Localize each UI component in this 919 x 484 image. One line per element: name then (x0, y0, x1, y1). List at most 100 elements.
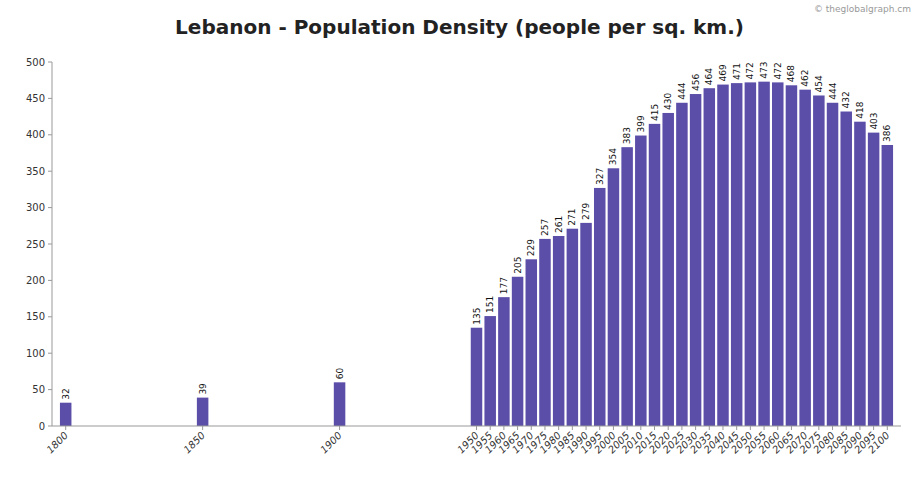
data-label: 472 (745, 62, 755, 79)
y-tick-label: 50 (32, 384, 45, 395)
data-label: 469 (718, 64, 728, 81)
bar (594, 188, 606, 426)
bar (553, 236, 565, 426)
y-tick (48, 134, 52, 135)
y-tick (48, 171, 52, 172)
bar (649, 124, 661, 426)
x-tick (764, 426, 765, 430)
x-tick (339, 426, 340, 430)
x-tick (627, 426, 628, 430)
x-tick (613, 426, 614, 430)
bar (690, 94, 702, 426)
data-label: 383 (622, 127, 632, 144)
y-tick-label: 150 (26, 311, 45, 322)
data-label: 271 (567, 209, 577, 226)
y-tick (48, 389, 52, 390)
y-tick (48, 98, 52, 99)
data-label: 279 (581, 202, 591, 219)
y-tick-label: 200 (26, 275, 45, 286)
data-label: 151 (485, 296, 495, 313)
x-tick (887, 426, 888, 430)
x-tick (873, 426, 874, 430)
bar (813, 95, 825, 426)
bar (827, 103, 839, 426)
data-label: 471 (732, 63, 742, 80)
bar (854, 122, 866, 426)
data-label: 257 (540, 219, 550, 236)
x-tick (832, 426, 833, 430)
x-tick (558, 426, 559, 430)
bar (608, 168, 620, 426)
bar (621, 147, 633, 426)
bar (840, 112, 852, 426)
bar (731, 83, 743, 426)
x-tick-label: 2100 (866, 430, 892, 456)
x-tick (503, 426, 504, 430)
bar (484, 316, 496, 426)
x-tick (65, 426, 66, 430)
x-tick (531, 426, 532, 430)
data-label: 468 (786, 65, 796, 82)
y-tick (48, 316, 52, 317)
y-tick (48, 62, 52, 63)
y-tick-label: 500 (26, 57, 45, 68)
data-label: 415 (650, 104, 660, 121)
y-tick-label: 400 (26, 129, 45, 140)
x-tick (202, 426, 203, 430)
x-tick (640, 426, 641, 430)
x-tick (586, 426, 587, 430)
data-label: 444 (828, 82, 838, 99)
y-tick-label: 250 (26, 239, 45, 250)
bars (60, 82, 893, 426)
data-label: 454 (814, 75, 824, 92)
bar (745, 82, 757, 426)
x-tick (818, 426, 819, 430)
bar (60, 403, 72, 426)
y-tick-label: 0 (39, 421, 45, 432)
y-tick (48, 426, 52, 427)
data-label: 135 (472, 308, 482, 325)
x-tick (791, 426, 792, 430)
x-tick (846, 426, 847, 430)
data-label: 354 (608, 148, 618, 165)
data-label: 229 (526, 239, 536, 256)
x-tick (599, 426, 600, 430)
data-label: 327 (595, 168, 605, 185)
data-label: 444 (677, 82, 687, 99)
y-tick-label: 450 (26, 93, 45, 104)
x-tick-label: 1800 (44, 430, 70, 456)
data-label: 456 (691, 74, 701, 91)
x-tick-label: 1900 (318, 430, 344, 456)
data-label: 418 (855, 101, 865, 118)
bar (717, 85, 729, 426)
data-label: 386 (882, 125, 892, 142)
title: Lebanon - Population Density (people per… (175, 15, 744, 39)
data-label: 403 (869, 112, 879, 129)
x-tick (476, 426, 477, 430)
data-label: 32 (61, 388, 71, 399)
bar (498, 297, 510, 426)
data-label: 432 (841, 91, 851, 108)
bar (868, 133, 880, 426)
x-tick (777, 426, 778, 430)
x-tick (517, 426, 518, 430)
bar (882, 145, 894, 426)
bar (704, 88, 716, 426)
bar (526, 259, 538, 426)
data-label: 39 (198, 383, 208, 395)
data-label: 399 (636, 115, 646, 132)
y-tick-label: 100 (26, 348, 45, 359)
data-label: 430 (663, 93, 673, 110)
bar (539, 239, 551, 426)
x-tick (722, 426, 723, 430)
data-label: 177 (499, 277, 509, 294)
x-tick (654, 426, 655, 430)
bar (786, 85, 798, 426)
data-label: 464 (704, 68, 714, 85)
bar (334, 382, 346, 426)
x-tick (750, 426, 751, 430)
y-tick (48, 280, 52, 281)
data-label: 261 (554, 216, 564, 233)
x-tick (490, 426, 491, 430)
x-tick (572, 426, 573, 430)
